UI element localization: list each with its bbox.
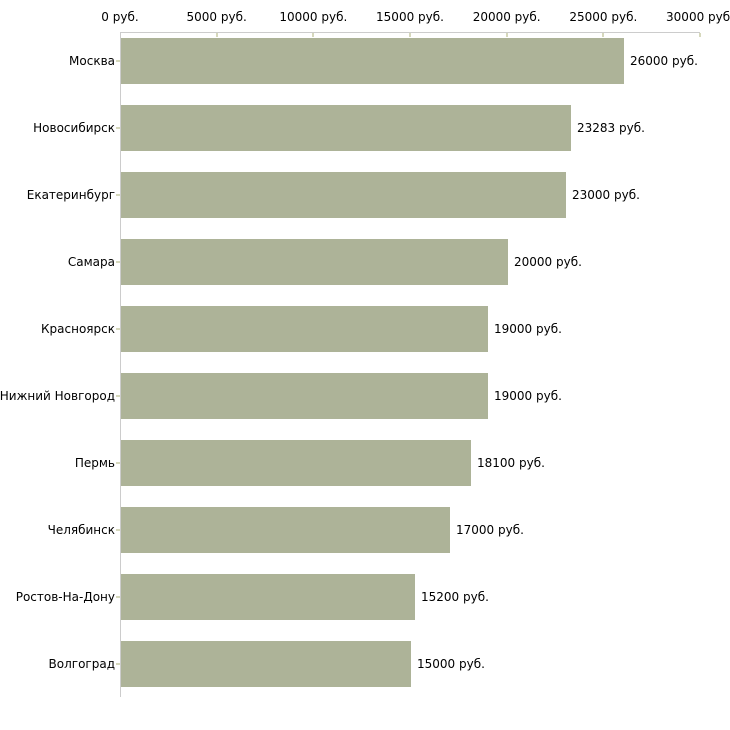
bar <box>121 172 566 218</box>
y-tick-mark <box>116 596 120 598</box>
bar <box>121 574 415 620</box>
category-label: Самара <box>67 255 115 269</box>
value-label: 19000 руб. <box>494 322 562 336</box>
value-label: 19000 руб. <box>494 389 562 403</box>
bar <box>121 507 450 553</box>
category-label: Волгоград <box>48 657 115 671</box>
value-label: 23000 руб. <box>572 188 640 202</box>
category-label: Екатеринбург <box>26 188 115 202</box>
value-label: 23283 руб. <box>577 121 645 135</box>
x-tick-label: 5000 руб. <box>186 10 247 24</box>
x-tick-mark <box>505 33 508 37</box>
y-tick-mark <box>116 60 120 62</box>
value-label: 26000 руб. <box>630 54 698 68</box>
y-tick-mark <box>116 328 120 330</box>
x-tick-label: 10000 руб. <box>279 10 348 24</box>
x-tick-mark <box>312 33 315 37</box>
category-label: Челябинск <box>47 523 115 537</box>
x-tick-mark <box>602 33 605 37</box>
x-tick-mark <box>409 33 411 37</box>
bar <box>121 38 624 84</box>
x-axis-line <box>120 32 700 33</box>
bar <box>121 641 411 687</box>
category-label: Ростов-На-Дону <box>15 590 115 604</box>
x-tick-mark <box>699 33 701 37</box>
x-tick-label: 0 руб. <box>101 10 139 24</box>
bar <box>121 440 471 486</box>
value-label: 20000 руб. <box>514 255 582 269</box>
y-tick-mark <box>116 529 120 531</box>
x-tick-mark <box>215 33 218 37</box>
category-label: Красноярск <box>41 322 115 336</box>
y-tick-mark <box>116 261 120 263</box>
y-tick-mark <box>116 395 120 397</box>
x-tick-label: 30000 руб. <box>666 10 730 24</box>
y-tick-mark <box>116 194 120 196</box>
bar <box>121 239 508 285</box>
category-label: Нижний Новгород <box>0 389 115 403</box>
category-label: Пермь <box>74 456 115 470</box>
value-label: 17000 руб. <box>456 523 524 537</box>
bar <box>121 306 488 352</box>
value-label: 15200 руб. <box>421 590 489 604</box>
bar <box>121 105 571 151</box>
value-label: 18100 руб. <box>477 456 545 470</box>
category-label: Москва <box>69 54 115 68</box>
y-axis-line <box>120 32 121 697</box>
value-label: 15000 руб. <box>417 657 485 671</box>
x-tick-label: 25000 руб. <box>569 10 638 24</box>
y-tick-mark <box>116 127 120 129</box>
x-tick-label: 20000 руб. <box>472 10 541 24</box>
bar <box>121 373 488 419</box>
y-tick-mark <box>116 663 120 665</box>
category-label: Новосибирск <box>33 121 115 135</box>
x-tick-label: 15000 руб. <box>376 10 444 24</box>
y-tick-mark <box>116 462 120 464</box>
